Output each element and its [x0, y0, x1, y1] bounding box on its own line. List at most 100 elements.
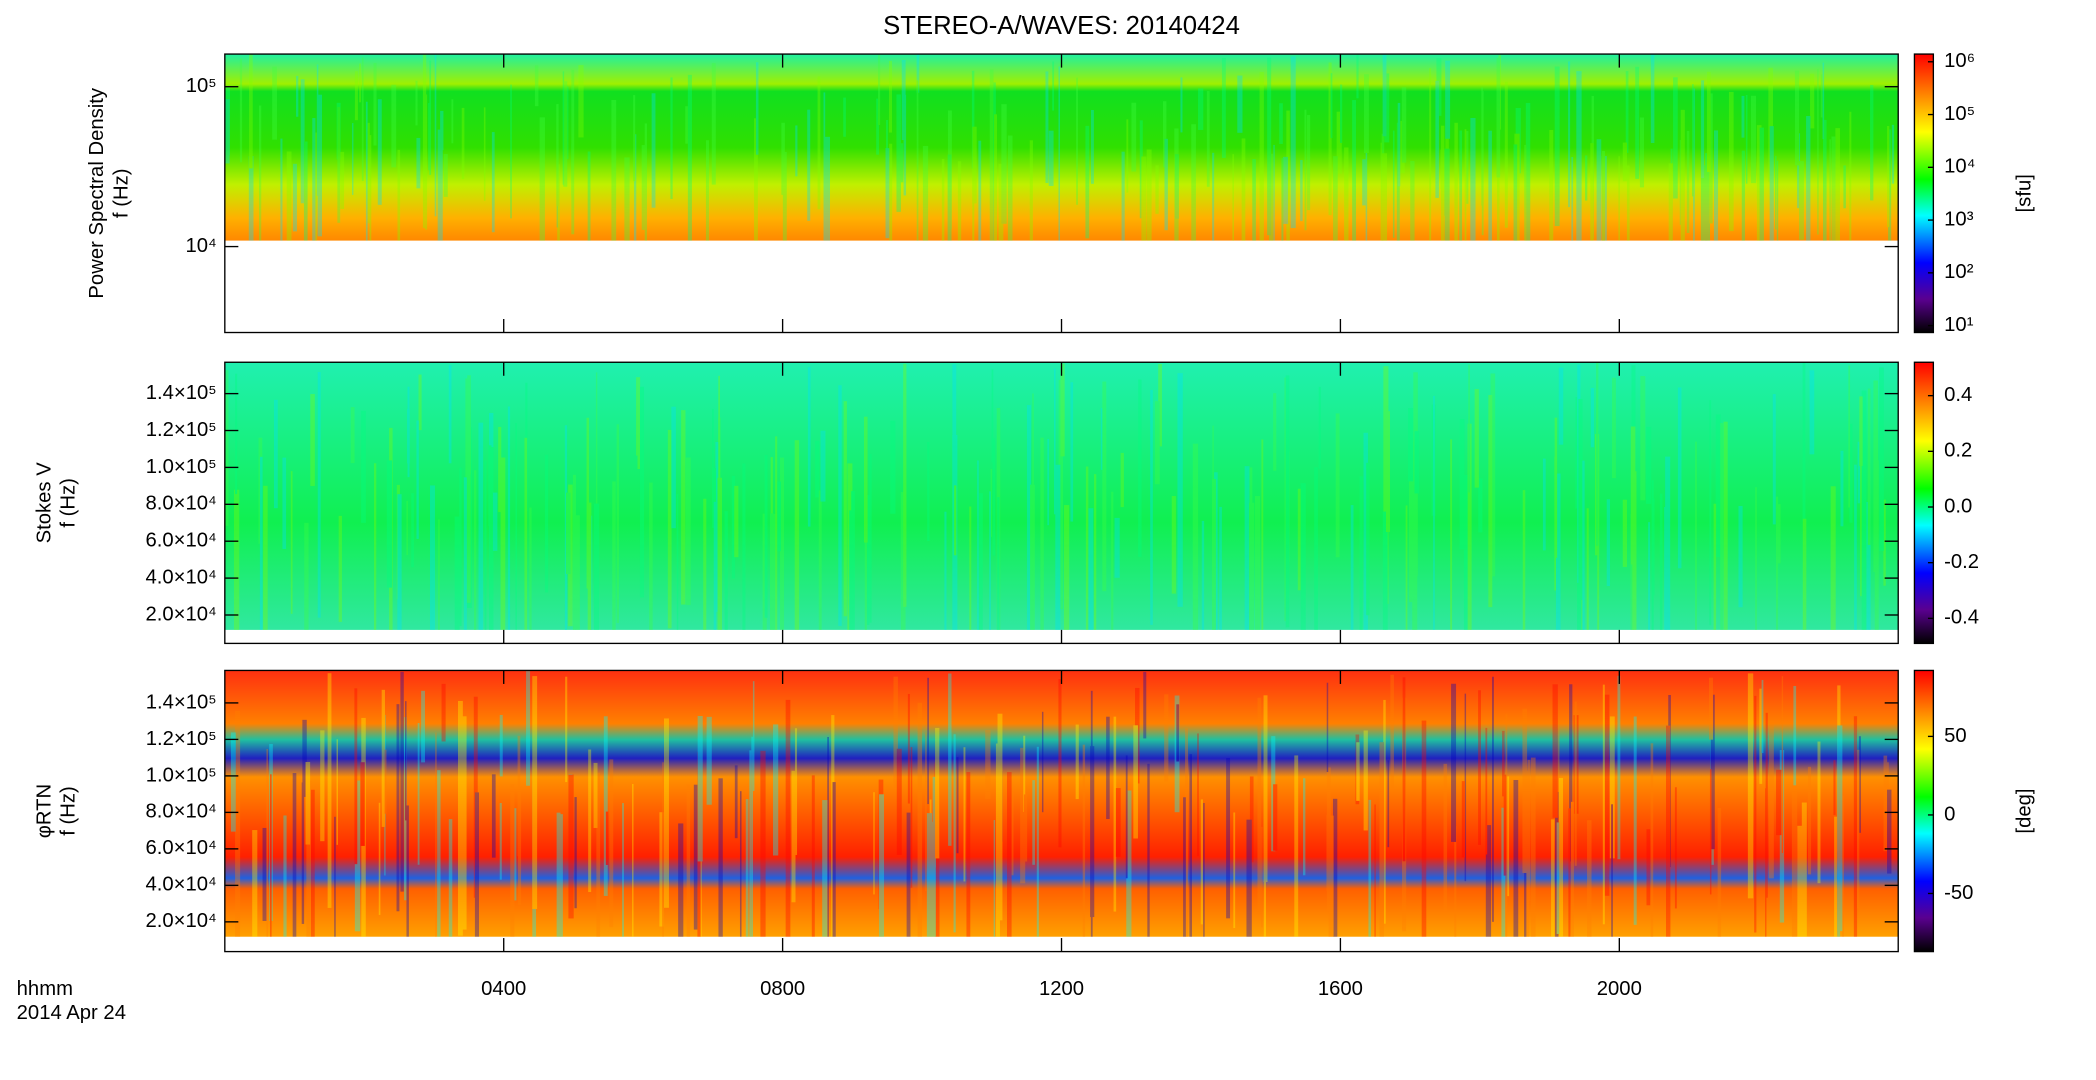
- texture-stripe: [1440, 125, 1445, 241]
- texture-stripe: [1026, 405, 1031, 630]
- texture-stripe: [1197, 733, 1199, 857]
- texture-stripe: [290, 471, 293, 614]
- texture-stripe: [1252, 159, 1256, 241]
- texture-stripe: [1728, 91, 1734, 232]
- texture-stripe: [1705, 153, 1711, 241]
- texture-stripe: [312, 132, 317, 241]
- texture-stripe: [369, 135, 372, 241]
- texture-stripe: [1413, 372, 1418, 576]
- texture-stripe: [270, 774, 272, 937]
- texture-stripe: [1091, 795, 1094, 898]
- texture-stripe: [685, 457, 691, 606]
- texture-stripe: [1219, 506, 1222, 630]
- texture-stripe: [1822, 62, 1825, 140]
- texture-stripe: [903, 363, 907, 607]
- texture-stripe: [1571, 156, 1574, 241]
- spectrogram-image: [224, 670, 1899, 937]
- texture-stripe: [879, 794, 885, 937]
- colorbar-tick-label: 10⁵: [1944, 103, 1975, 125]
- texture-stripe: [1863, 461, 1865, 630]
- texture-stripe: [596, 772, 601, 937]
- texture-stripe: [1273, 784, 1278, 851]
- texture-stripe: [1174, 695, 1180, 813]
- texture-stripe: [817, 76, 821, 210]
- texture-stripe: [1212, 152, 1215, 241]
- texture-stripe: [1402, 697, 1407, 932]
- texture-stripe: [384, 714, 386, 876]
- texture-stripe: [954, 485, 957, 556]
- texture-stripe: [1126, 790, 1132, 937]
- texture-stripe: [1263, 761, 1266, 937]
- y-tick-label: 1.2×10⁵: [146, 419, 217, 441]
- y-tick-label: 10⁵: [186, 75, 217, 97]
- texture-stripe: [499, 714, 503, 777]
- texture-stripe: [1837, 685, 1841, 852]
- texture-stripe: [947, 154, 952, 241]
- texture-stripe: [612, 481, 616, 630]
- texture-stripe: [705, 140, 709, 241]
- texture-stripe: [430, 485, 435, 630]
- texture-stripe: [1745, 94, 1748, 184]
- texture-stripe: [539, 117, 545, 241]
- texture-stripe: [880, 829, 883, 926]
- texture-stripe: [989, 69, 994, 241]
- texture-stripe: [993, 820, 996, 937]
- texture-stripe: [1249, 467, 1253, 558]
- texture-stripe: [1524, 781, 1527, 937]
- x-tick-label: 1600: [1318, 978, 1363, 1000]
- texture-stripe: [1454, 135, 1458, 236]
- texture-stripe: [632, 783, 634, 937]
- texture-stripe: [1445, 60, 1451, 139]
- texture-stripe: [1336, 111, 1342, 174]
- texture-stripe: [1478, 478, 1483, 533]
- texture-stripe: [1263, 695, 1268, 883]
- texture-stripe: [1573, 715, 1579, 814]
- texture-stripe: [969, 506, 972, 630]
- texture-stripe: [603, 716, 608, 896]
- texture-stripe: [1569, 684, 1573, 862]
- texture-stripe: [670, 77, 673, 199]
- texture-stripe: [1085, 466, 1089, 630]
- texture-stripe: [896, 94, 901, 212]
- texture-stripe: [998, 163, 1004, 241]
- colorbar-tick-label: -0.2: [1944, 551, 1979, 573]
- texture-stripe: [639, 386, 645, 598]
- texture-stripe: [1444, 148, 1450, 241]
- texture-stripe: [1650, 743, 1654, 937]
- texture-stripe: [1692, 84, 1694, 197]
- texture-stripe: [1203, 802, 1205, 937]
- texture-stripe: [1515, 108, 1521, 174]
- texture-stripe: [1646, 426, 1652, 504]
- texture-stripe: [1381, 153, 1388, 241]
- texture-stripe: [1335, 413, 1340, 558]
- texture-stripe: [1768, 720, 1774, 879]
- texture-stripe: [1120, 452, 1124, 508]
- texture-stripe: [622, 803, 624, 937]
- texture-stripe: [544, 454, 549, 593]
- texture-stripe: [1695, 441, 1697, 630]
- colorbar-tick-label: -0.4: [1944, 607, 1979, 629]
- texture-stripe: [1126, 119, 1129, 193]
- texture-stripe: [1612, 377, 1616, 479]
- texture-stripe: [1848, 365, 1851, 508]
- texture-stripe: [1568, 61, 1571, 208]
- texture-stripe: [1834, 816, 1837, 937]
- texture-stripe: [1679, 140, 1682, 225]
- texture-stripe: [1300, 483, 1306, 630]
- texture-stripe: [1261, 826, 1263, 928]
- texture-stripe: [1693, 88, 1695, 241]
- texture-stripe: [1555, 473, 1561, 630]
- texture-stripe: [1461, 781, 1465, 858]
- colorbar-tick-label: 10⁴: [1944, 156, 1975, 178]
- texture-stripe: [273, 399, 278, 509]
- texture-stripe: [417, 723, 420, 865]
- texture-stripe: [992, 438, 996, 556]
- texture-stripe: [1052, 61, 1055, 111]
- colorbar-label: [sfu]: [2014, 174, 2036, 212]
- texture-stripe: [1366, 462, 1370, 616]
- texture-stripe: [944, 511, 947, 630]
- texture-stripe: [977, 460, 979, 630]
- texture-stripe: [1381, 133, 1385, 220]
- texture-stripe: [1842, 795, 1844, 937]
- texture-stripe: [1212, 425, 1214, 571]
